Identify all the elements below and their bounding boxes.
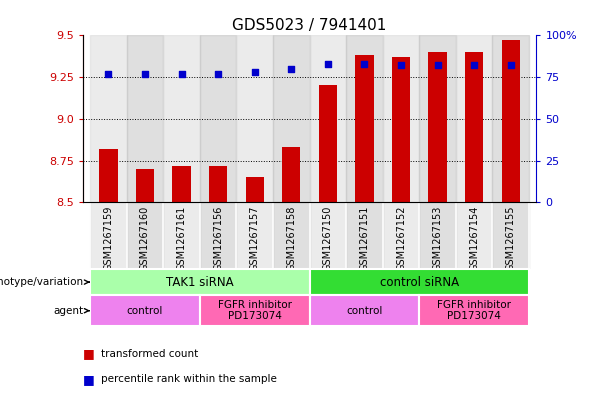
Bar (127, 35, 163, 202)
Bar (200, 35, 237, 202)
Bar (246, 177, 264, 202)
Text: GSM1267155: GSM1267155 (506, 206, 516, 271)
Bar (383, 35, 419, 202)
Bar (310, 269, 529, 295)
Text: FGFR inhibitor
PD173074: FGFR inhibitor PD173074 (437, 300, 511, 321)
Text: control: control (127, 306, 163, 316)
Bar (310, 202, 346, 269)
Bar (419, 35, 456, 202)
Bar (163, 202, 200, 269)
Text: GSM1267157: GSM1267157 (249, 206, 260, 271)
Text: FGFR inhibitor
PD173074: FGFR inhibitor PD173074 (218, 300, 292, 321)
Text: GSM1267153: GSM1267153 (433, 206, 443, 271)
Point (286, 66, 296, 72)
Bar (273, 202, 310, 269)
Point (360, 61, 370, 67)
Bar (346, 35, 383, 202)
Bar (136, 169, 154, 202)
Text: agent: agent (53, 306, 89, 316)
Text: ■: ■ (83, 373, 94, 386)
Point (323, 61, 333, 67)
Point (249, 69, 259, 75)
Title: GDS5023 / 7941401: GDS5023 / 7941401 (232, 18, 387, 33)
Bar (356, 55, 373, 202)
Bar (90, 202, 127, 269)
Text: GSM1267150: GSM1267150 (323, 206, 333, 271)
Bar (90, 35, 127, 202)
Text: GSM1267154: GSM1267154 (469, 206, 479, 271)
Text: GSM1267151: GSM1267151 (359, 206, 370, 271)
Bar (392, 57, 410, 202)
Text: genotype/variation: genotype/variation (0, 277, 89, 287)
Text: GSM1267158: GSM1267158 (286, 206, 296, 271)
Point (177, 71, 186, 77)
Text: TAK1 siRNA: TAK1 siRNA (166, 275, 234, 288)
Text: GSM1267152: GSM1267152 (396, 206, 406, 271)
Bar (428, 52, 447, 202)
Text: ■: ■ (83, 347, 94, 360)
Bar (200, 295, 310, 326)
Text: control siRNA: control siRNA (379, 275, 459, 288)
Point (433, 62, 443, 68)
Bar (163, 35, 200, 202)
Bar (501, 40, 520, 202)
Text: GSM1267160: GSM1267160 (140, 206, 150, 271)
Point (396, 62, 406, 68)
Text: GSM1267161: GSM1267161 (177, 206, 186, 271)
Text: transformed count: transformed count (101, 349, 199, 359)
Bar (456, 202, 492, 269)
Bar (492, 35, 529, 202)
Bar (237, 35, 273, 202)
Bar (172, 165, 191, 202)
Bar (419, 202, 456, 269)
Point (470, 62, 479, 68)
Text: GSM1267159: GSM1267159 (104, 206, 113, 271)
Bar (492, 202, 529, 269)
Bar (456, 35, 492, 202)
Bar (99, 149, 118, 202)
Bar (310, 35, 346, 202)
Bar (419, 295, 529, 326)
Point (506, 62, 516, 68)
Point (140, 71, 150, 77)
Text: control: control (346, 306, 383, 316)
Point (213, 71, 223, 77)
Bar (273, 35, 310, 202)
Bar (200, 202, 237, 269)
Bar (346, 202, 383, 269)
Bar (319, 85, 337, 202)
Bar (465, 52, 483, 202)
Bar (90, 295, 200, 326)
Bar (90, 269, 310, 295)
Bar (383, 202, 419, 269)
Bar (209, 165, 227, 202)
Point (104, 71, 113, 77)
Bar (237, 202, 273, 269)
Text: GSM1267156: GSM1267156 (213, 206, 223, 271)
Text: percentile rank within the sample: percentile rank within the sample (101, 374, 277, 384)
Bar (282, 147, 300, 202)
Bar (127, 202, 163, 269)
Bar (310, 295, 419, 326)
